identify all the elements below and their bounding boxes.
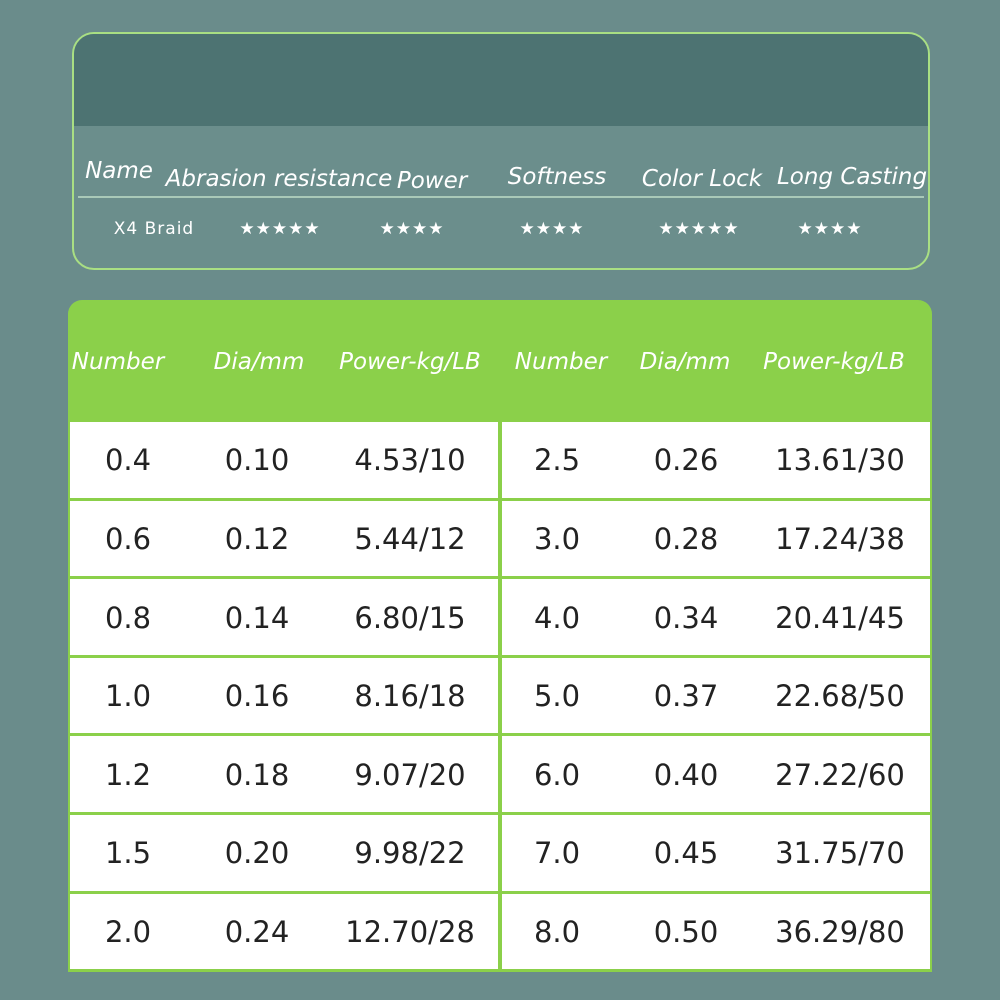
- table-cell: 2.0: [104, 914, 152, 949]
- ratings-divider: [78, 196, 924, 198]
- table-cell: 9.07/20: [354, 757, 466, 792]
- table-cell: 0.12: [224, 521, 290, 556]
- table-row-bg: [70, 893, 498, 970]
- ratings-cell: ★★★★: [797, 219, 863, 239]
- table-row-bg: [70, 736, 498, 812]
- ratings-panel: Name Abrasion resistance Power Softness Colo…: [72, 32, 930, 270]
- table-cell: 31.75/70: [775, 836, 905, 871]
- table-header: Dia/mm: [639, 349, 731, 375]
- table-cell: 13.61/30: [775, 443, 905, 478]
- ratings-cell: ★★★★★: [658, 219, 740, 239]
- table-cell: 3.0: [533, 521, 581, 556]
- table-cell: 6.80/15: [354, 600, 466, 635]
- table-cell: 4.53/10: [354, 443, 466, 478]
- table-cell: 1.5: [104, 836, 152, 871]
- table-header: Power-kg/LB: [339, 349, 481, 375]
- ratings-header: Power: [396, 168, 468, 194]
- table-cell: 0.50: [653, 914, 719, 949]
- table-cell: 0.8: [104, 600, 152, 635]
- ratings-header: Name: [85, 158, 153, 184]
- table-row-bg: [70, 422, 498, 498]
- table-header: Dia/mm: [213, 349, 305, 375]
- table-cell: 4.0: [533, 600, 581, 635]
- table-cell: 6.0: [533, 757, 581, 792]
- table-row-bg: [502, 579, 930, 655]
- table-cell: 0.10: [224, 443, 290, 478]
- table-cell: 0.28: [653, 521, 719, 556]
- table-cell: 5.0: [533, 679, 581, 714]
- table-row-bg: [502, 422, 930, 498]
- table-cell: 0.34: [653, 600, 719, 635]
- ratings-cell: X4 Braid: [113, 219, 195, 239]
- spec-table: Number Dia/mm Power-kg/LB Number Dia/mm Power…: [68, 300, 932, 972]
- table-row-bg: [70, 657, 498, 734]
- ratings-header: Color Lock: [641, 166, 763, 192]
- table-cell: 1.0: [104, 679, 152, 714]
- table-cell: 0.20: [224, 836, 290, 871]
- table-header: Number: [514, 349, 608, 375]
- table-cell: 9.98/22: [354, 836, 466, 871]
- table-cell: 0.24: [224, 914, 290, 949]
- table-cell: 8.0: [533, 914, 581, 949]
- table-cell: 0.6: [104, 521, 152, 556]
- table-cell: 0.18: [224, 757, 290, 792]
- ratings-cell: ★★★★: [519, 219, 585, 239]
- table-row-bg: [502, 657, 930, 734]
- ratings-header: Softness: [507, 164, 607, 190]
- ratings-header: Abrasion resistance: [165, 166, 393, 192]
- table-cell: 2.5: [533, 443, 581, 478]
- ratings-cell: ★★★★★: [239, 219, 321, 239]
- table-cell: 20.41/45: [775, 600, 905, 635]
- table-cell: 1.2: [104, 757, 152, 792]
- table-cell: 36.29/80: [775, 914, 905, 949]
- table-row-bg: [502, 893, 930, 970]
- table-cell: 22.68/50: [775, 679, 905, 714]
- table-row-bg: [502, 736, 930, 812]
- table-row-bg: [70, 500, 498, 577]
- table-cell: 0.14: [224, 600, 290, 635]
- table-cell: 12.70/28: [345, 914, 475, 949]
- table-cell: 0.45: [653, 836, 719, 871]
- ratings-header: Long Casting: [776, 164, 928, 190]
- ratings-cell: ★★★★: [379, 219, 445, 239]
- table-cell: 0.26: [653, 443, 719, 478]
- table-header: Power-kg/LB: [763, 349, 905, 375]
- table-cell: 0.40: [653, 757, 719, 792]
- table-cell: 8.16/18: [354, 679, 466, 714]
- table-cell: 27.22/60: [775, 757, 905, 792]
- table-cell: 0.37: [653, 679, 719, 714]
- ratings-band: [74, 34, 928, 126]
- table-cell: 7.0: [533, 836, 581, 871]
- table-header: Number: [71, 349, 165, 375]
- table-row-bg: [502, 500, 930, 577]
- table-cell: 0.4: [104, 443, 152, 478]
- table-cell: 5.44/12: [354, 521, 466, 556]
- table-row-bg: [70, 815, 498, 891]
- table-cell: 17.24/38: [775, 521, 905, 556]
- table-cell: 0.16: [224, 679, 290, 714]
- table-row-bg: [70, 579, 498, 655]
- table-row-bg: [502, 815, 930, 891]
